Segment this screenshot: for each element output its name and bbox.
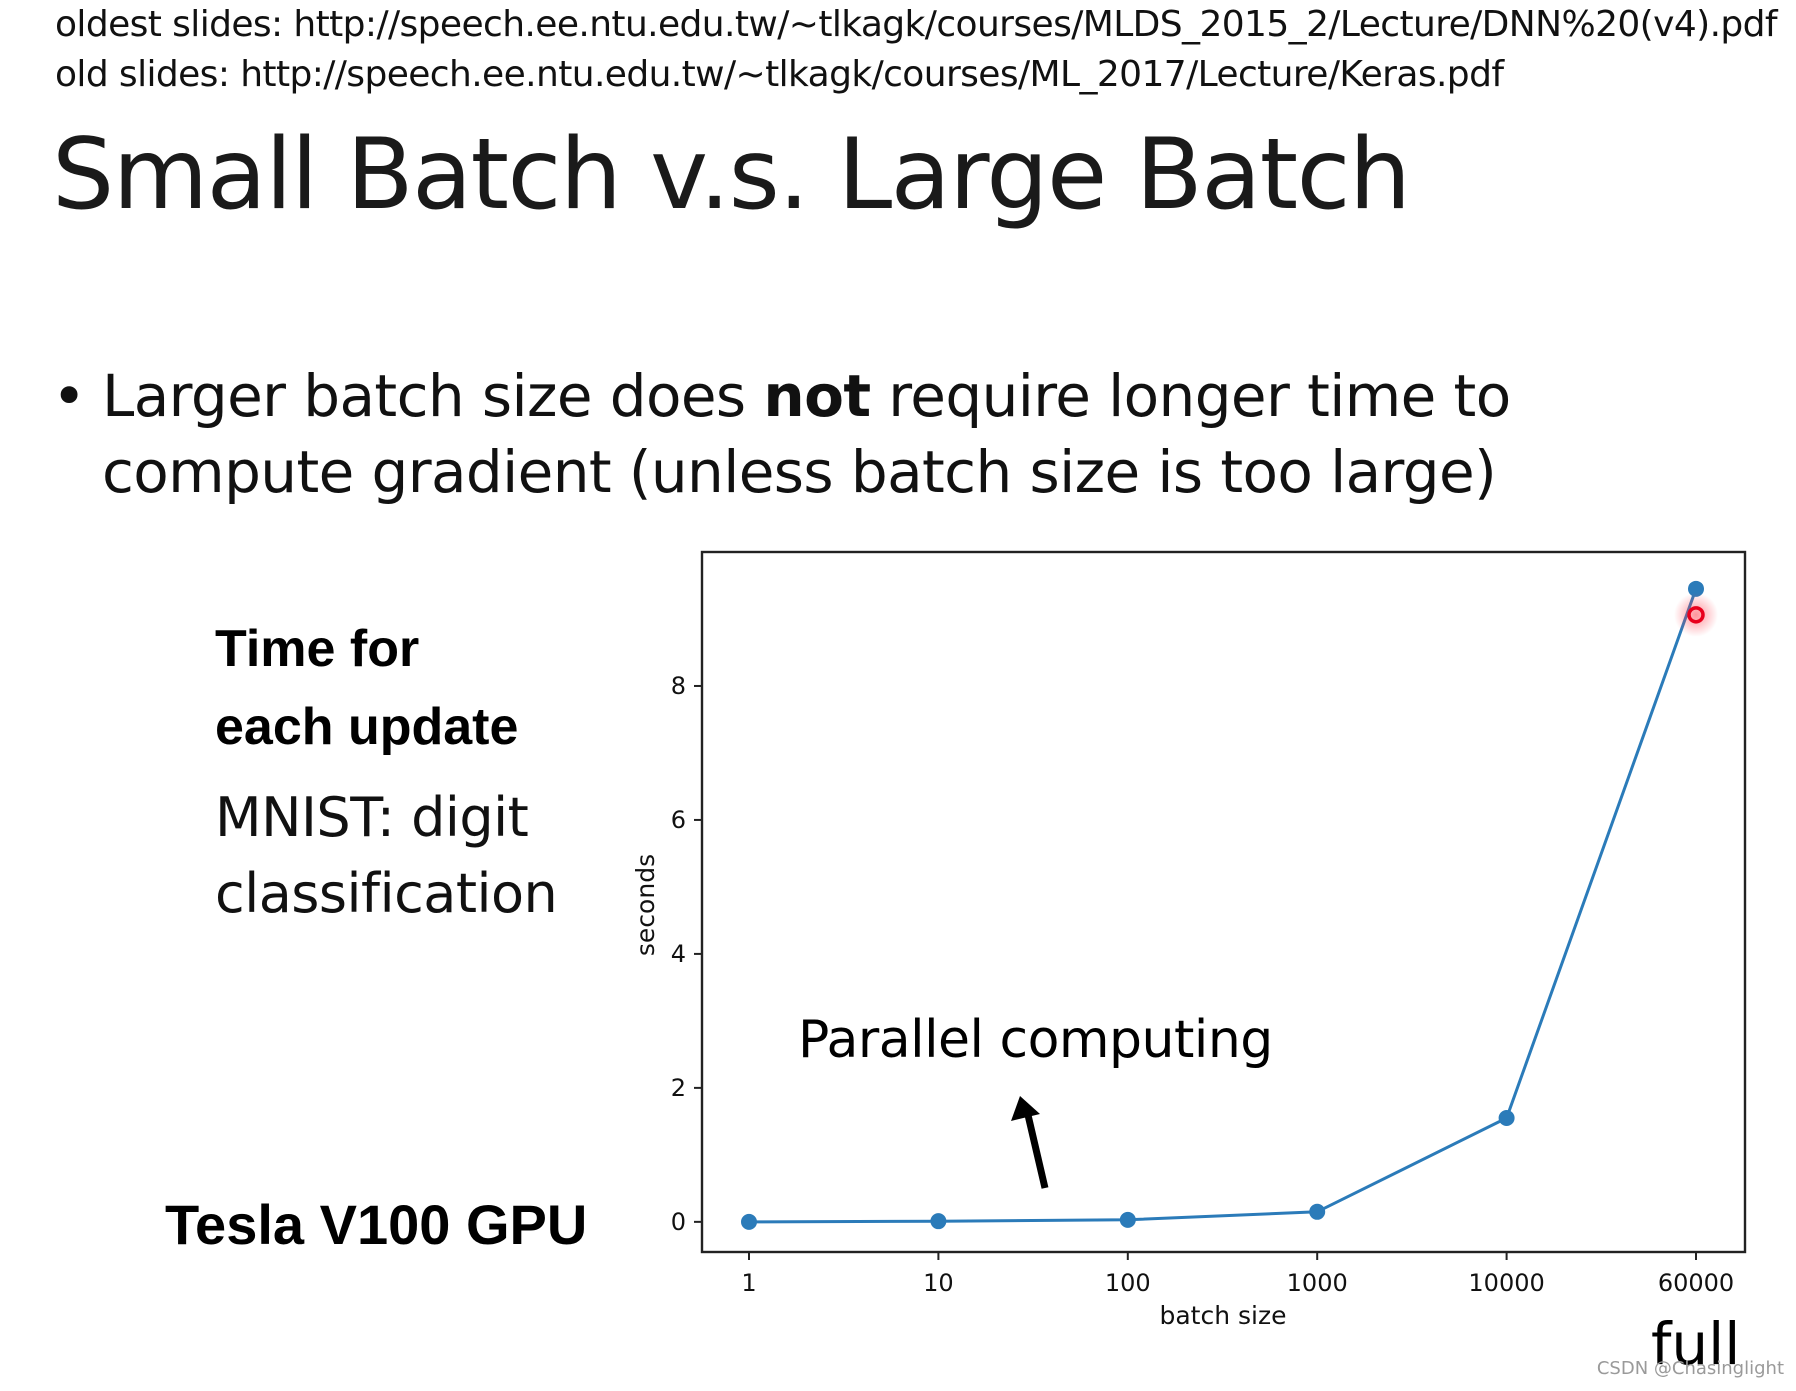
x-tick-label: 1 (741, 1269, 756, 1297)
x-axis-label: batch size (1159, 1301, 1286, 1330)
parallel-arrow (1011, 1096, 1049, 1189)
bullet-line2: compute gradient (unless batch size is t… (102, 438, 1497, 506)
y-tick-label: 6 (671, 806, 686, 834)
bullet-dot: • (52, 362, 86, 430)
data-point (1309, 1203, 1326, 1220)
slide-header-links: oldest slides: http://speech.ee.ntu.edu.… (55, 0, 1778, 100)
bullet-part2: require longer time to (870, 362, 1511, 430)
y-tick-label: 8 (671, 672, 686, 700)
highlight-marker (1687, 606, 1705, 624)
mnist-label: MNIST: digit classification (215, 780, 558, 932)
data-point (1688, 580, 1704, 597)
gpu-label: Tesla V100 GPU (165, 1193, 588, 1256)
bullet-text: Larger batch size does not require longe… (102, 358, 1511, 510)
data-point (930, 1213, 947, 1230)
slide-title: Small Batch v.s. Large Batch (52, 118, 1411, 232)
y-axis-label: seconds (631, 854, 660, 956)
old-slides-link[interactable]: old slides: http://speech.ee.ntu.edu.tw/… (55, 54, 1504, 95)
x-tick-label: 10 (923, 1269, 954, 1297)
y-tick-label: 2 (671, 1074, 686, 1102)
bullet-bold-not: not (763, 362, 871, 430)
data-point (1498, 1110, 1515, 1127)
time-label-line2: each update (215, 698, 519, 756)
x-tick-label: 100 (1105, 1269, 1151, 1297)
data-point (1119, 1211, 1136, 1228)
time-label-line1: Time for (215, 620, 420, 678)
x-tick-label: 10000 (1468, 1269, 1544, 1297)
series-line (748, 588, 1698, 1224)
watermark: CSDN @Chasinglight (1596, 1358, 1784, 1379)
x-tick-label: 1000 (1287, 1269, 1348, 1297)
y-tick-label: 4 (671, 940, 686, 968)
data-point (741, 1213, 757, 1230)
x-axis: 1 10 100 1000 10000 60000 (741, 1252, 1734, 1297)
highlight-glow (1674, 592, 1718, 637)
parallel-computing-annotation: Parallel computing (798, 1010, 1273, 1070)
x-tick-label: 60000 (1658, 1269, 1734, 1297)
mnist-label-line2: classification (215, 862, 558, 925)
y-axis: 0 2 4 6 8 (671, 672, 702, 1236)
y-tick-label: 0 (671, 1208, 686, 1236)
mnist-label-line1: MNIST: digit (215, 786, 529, 849)
bullet-part1: Larger batch size does (102, 362, 764, 430)
time-for-each-update-label: Time for each update (215, 610, 518, 766)
full-batch-annotation: full (1651, 1310, 1741, 1378)
oldest-slides-link[interactable]: oldest slides: http://speech.ee.ntu.edu.… (55, 4, 1778, 45)
plot-frame (700, 550, 1747, 1254)
data-points (741, 580, 1718, 1230)
